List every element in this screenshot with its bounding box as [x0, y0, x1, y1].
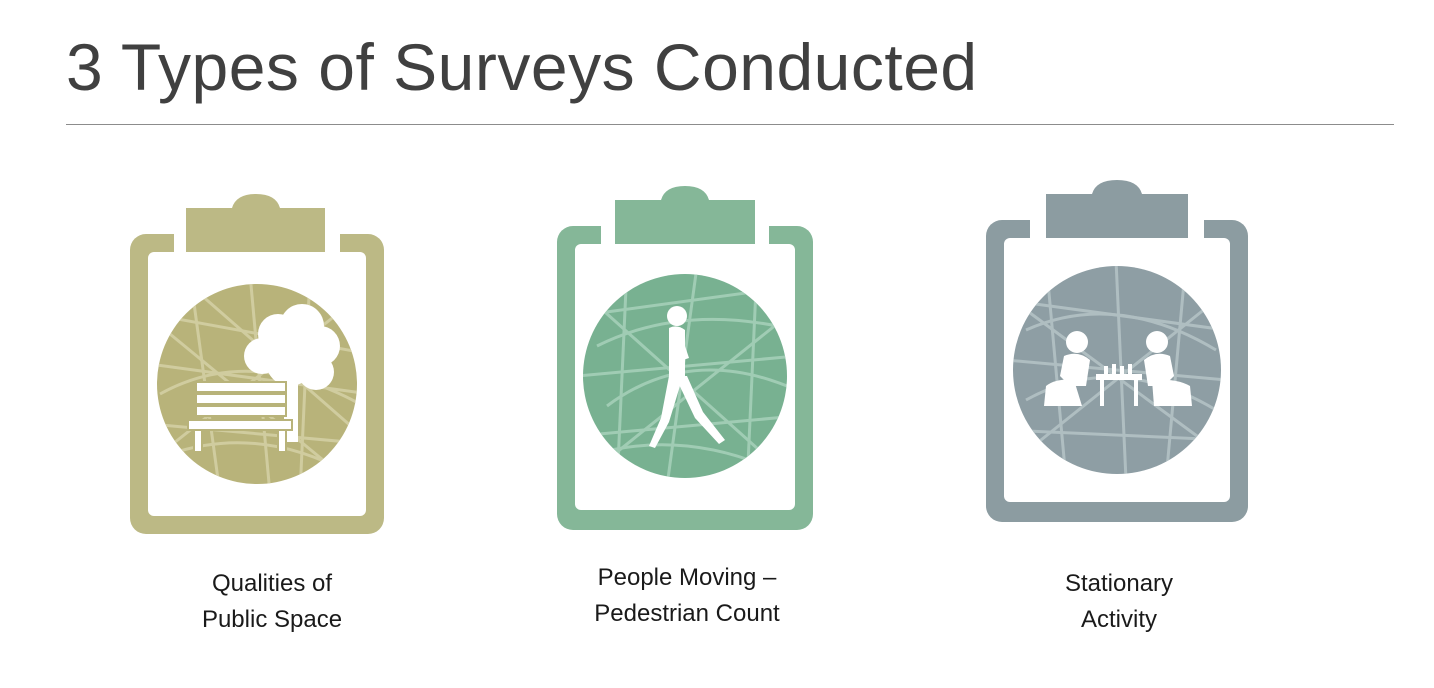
survey-caption-public-space: Qualities of Public Space: [130, 566, 414, 638]
bench-icon: [187, 381, 293, 453]
clipboard-clip: [615, 200, 755, 244]
page-title: 3 Types of Surveys Conducted: [66, 30, 978, 104]
clipboard-icon: [130, 194, 384, 534]
survey-card-stationary-activity[interactable]: [986, 180, 1248, 524]
survey-caption-pedestrian-count: People Moving – Pedestrian Count: [545, 560, 829, 632]
street-map-pattern: [1013, 266, 1221, 474]
clipboard-clip: [186, 208, 325, 252]
clipboard-icon: [986, 180, 1248, 522]
caption-line: Pedestrian Count: [594, 600, 780, 627]
survey-caption-stationary-activity: Stationary Activity: [977, 566, 1261, 638]
chess-players-icon: [1044, 331, 1192, 406]
survey-card-pedestrian-count[interactable]: [557, 186, 813, 532]
caption-line: People Moving –: [597, 564, 777, 591]
survey-card-public-space[interactable]: [130, 194, 384, 536]
pedestrian-icon: [649, 306, 725, 448]
title-divider: [66, 124, 1394, 125]
clipboard-icon: [557, 186, 813, 530]
caption-line: Qualities of: [211, 570, 333, 597]
clipboard-clip: [1046, 194, 1188, 238]
caption-line: Activity: [1080, 606, 1157, 633]
caption-line: Public Space: [201, 606, 343, 633]
caption-line: Stationary: [1064, 570, 1174, 597]
